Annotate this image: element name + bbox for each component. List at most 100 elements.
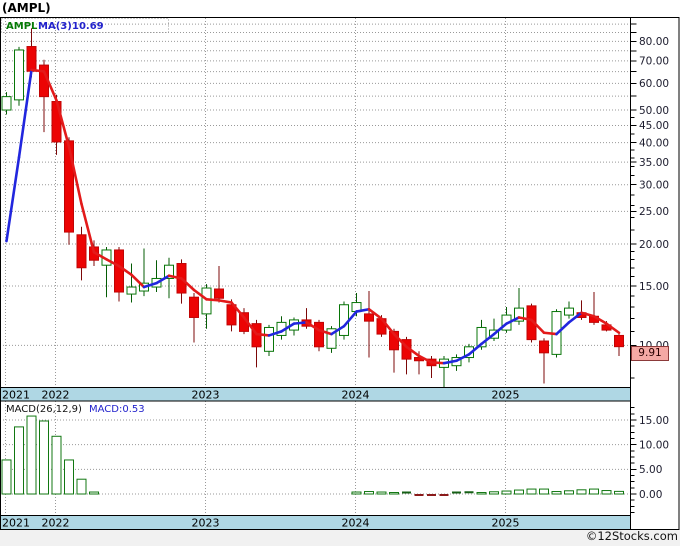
- macd-tick-label: 10.00: [639, 439, 669, 451]
- candle-body: [389, 330, 399, 351]
- candle-body: [476, 326, 487, 348]
- ma3-line-segment: [430, 361, 446, 365]
- ma3-line-segment: [167, 274, 183, 280]
- candle-body: [214, 288, 224, 299]
- macd-bar-positive: [351, 491, 362, 495]
- macd-bar-positive: [564, 490, 574, 495]
- ma3-line-segment: [505, 316, 521, 325]
- ma3-line-segment: [592, 314, 608, 325]
- ma3-line-segment: [367, 307, 383, 320]
- ma3-line-segment: [542, 331, 558, 336]
- price-tick-label: 15.00: [639, 281, 669, 293]
- ma3-line-segment: [555, 321, 571, 336]
- ma3-line-segment: [42, 70, 58, 102]
- ma3-line-segment: [342, 310, 358, 328]
- candle-body: [14, 49, 24, 101]
- year-label: 2022: [42, 517, 70, 530]
- macd-bar-positive: [89, 491, 99, 495]
- watermark: ©12Stocks.com: [585, 529, 678, 543]
- ma3-line-segment: [392, 332, 408, 349]
- x-axis-band-2: [0, 515, 630, 530]
- ma3-line-segment: [567, 311, 583, 324]
- macd-bar-positive: [501, 490, 512, 495]
- price-tick-label: 20.00: [639, 239, 669, 251]
- macd-bar-positive: [539, 488, 549, 495]
- candle-body: [1, 96, 12, 111]
- macd-bar-positive: [76, 478, 87, 495]
- price-tick-label: 45.00: [639, 120, 669, 132]
- candle-body: [164, 264, 174, 279]
- ma3-line-segment: [417, 354, 433, 364]
- macd-tick-label: 15.00: [639, 415, 669, 427]
- price-tick-label: 30.00: [639, 180, 669, 192]
- ma3-line-segment: [317, 328, 333, 336]
- candle-body: [264, 326, 274, 352]
- ma3-line-segment: [442, 359, 458, 365]
- candle-body: [201, 287, 212, 315]
- macd-legend-value: MACD:0.53: [89, 404, 145, 415]
- ma3-line-segment: [142, 281, 158, 289]
- ma3-line-segment: [267, 330, 283, 337]
- macd-zero-dash: [452, 491, 461, 494]
- footer-strip: [0, 529, 680, 546]
- year-label: 2023: [192, 389, 220, 402]
- ma3-line-segment: [80, 202, 96, 254]
- ma3-line-segment: [530, 318, 546, 335]
- ma3-line-segment: [605, 322, 621, 335]
- price-tick-label: 25.00: [639, 206, 669, 218]
- candle-body: [26, 46, 37, 72]
- last-price-tag: 9.91: [631, 346, 669, 361]
- legend-symbol: AMPL: [6, 21, 38, 32]
- macd-bar-positive: [489, 491, 499, 495]
- ma3-line-segment: [480, 332, 496, 346]
- ma3-line-segment: [355, 307, 371, 313]
- macd-legend-label: MACD(26,12,9): [6, 404, 82, 415]
- macd-zero-dash: [427, 494, 436, 496]
- ma3-line-segment: [92, 250, 108, 261]
- price-tick-label: 40.00: [639, 137, 669, 149]
- macd-bar-positive: [514, 489, 524, 495]
- year-label: 2025: [492, 389, 520, 402]
- macd-zero-dash: [402, 491, 411, 494]
- ma3-line-segment: [405, 345, 421, 358]
- macd-bar-positive: [51, 435, 62, 495]
- macd-bar-positive: [64, 459, 74, 495]
- candle-body: [314, 321, 324, 348]
- macd-bar-positive: [614, 490, 624, 495]
- macd-bar-positive: [589, 488, 599, 495]
- price-tick-label: 50.00: [639, 105, 669, 117]
- ma3-line-segment: [242, 316, 258, 336]
- candle-body: [226, 304, 237, 326]
- candle-body: [364, 313, 374, 322]
- ma3-line-segment: [192, 288, 208, 301]
- ma3-line-segment: [105, 258, 121, 268]
- ma3-line-segment: [580, 311, 596, 318]
- candle-body: [564, 307, 574, 316]
- ma3-line-segment: [30, 68, 46, 73]
- macd-bar-positive: [551, 491, 562, 495]
- macd-bar-positive: [526, 488, 537, 495]
- price-tick-label: 70.00: [639, 56, 669, 68]
- candle-body: [126, 286, 137, 295]
- macd-bar-positive: [376, 491, 387, 495]
- ma3-line-segment: [517, 316, 533, 322]
- legend-ma-label: MA(3): [38, 21, 72, 32]
- ma3-line-segment: [492, 322, 508, 336]
- legend-box: [1, 18, 169, 33]
- macd-bar-positive: [476, 492, 487, 495]
- candle-body: [326, 328, 337, 349]
- macd-bar-positive: [1, 459, 12, 495]
- year-label: 2024: [342, 389, 370, 402]
- year-label: 2021: [2, 389, 30, 402]
- macd-bar-positive: [601, 490, 612, 495]
- ma3-line-segment: [180, 277, 196, 292]
- macd-bar-positive: [389, 492, 399, 495]
- ma3-line-segment: [117, 264, 133, 277]
- ma3-line-segment: [305, 321, 321, 332]
- ma3-line-segment: [155, 274, 171, 285]
- ma3-line-segment: [5, 155, 21, 243]
- macd-bar-positive: [26, 415, 37, 495]
- candle-body: [514, 307, 524, 322]
